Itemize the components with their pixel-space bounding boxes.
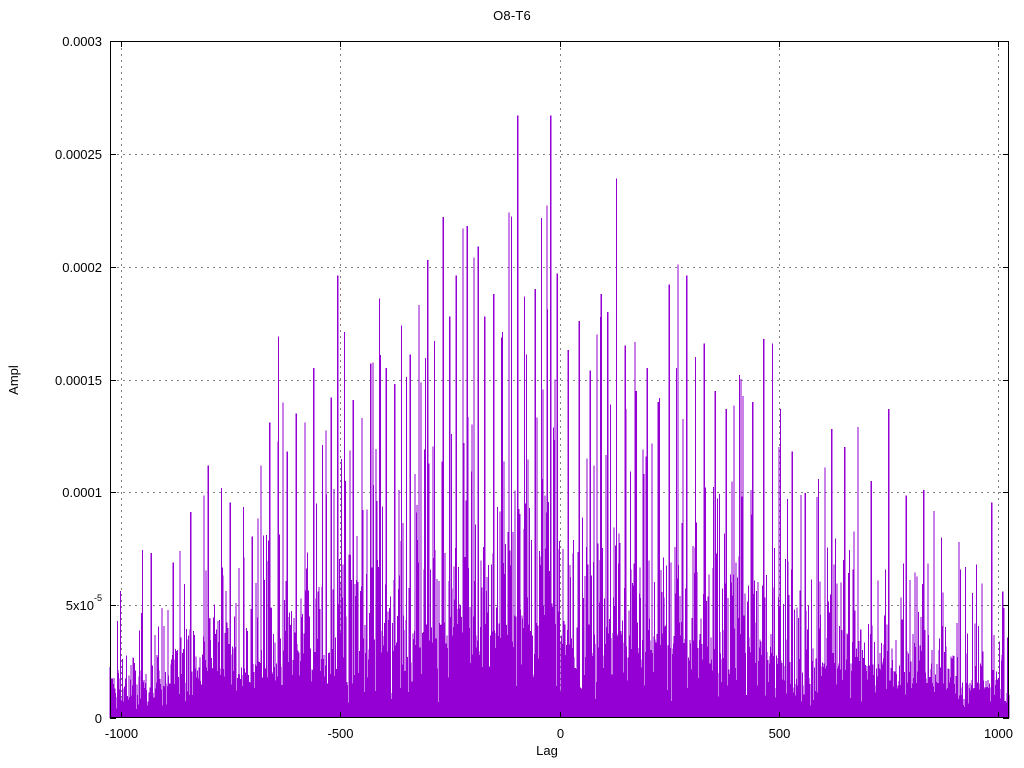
x-tick-label: -1000: [105, 726, 138, 741]
y-tick-label: 0.00015: [55, 373, 102, 388]
x-axis-title: Lag: [536, 743, 558, 758]
axis-tick-marks: [110, 41, 1009, 719]
grid-lines: [111, 41, 1008, 717]
chart-title: O8-T6: [493, 8, 531, 23]
y-tick-label: 0.00025: [55, 147, 102, 162]
y-tick-label: 0.0002: [62, 260, 102, 275]
y-tick-label: 0.0001: [62, 485, 102, 500]
x-axis-tick-labels: -1000 -500 0 500 1000: [105, 726, 1013, 741]
y-axis-tick-labels: 0 5x10-5 0.0001 0.00015 0.0002 0.00025 0.0003: [55, 34, 102, 726]
y-tick-label: 0.0003: [62, 34, 102, 49]
data-series-impulses: [109, 115, 1010, 718]
x-tick-label: -500: [327, 726, 353, 741]
plot-border: [110, 41, 1009, 718]
x-tick-label: 1000: [984, 726, 1013, 741]
x-tick-label: 500: [769, 726, 791, 741]
y-tick-label: 0: [95, 711, 102, 726]
x-tick-label: 0: [557, 726, 564, 741]
y-tick-label: 5x10-5: [66, 593, 102, 613]
y-axis-title: Ampl: [6, 365, 21, 395]
